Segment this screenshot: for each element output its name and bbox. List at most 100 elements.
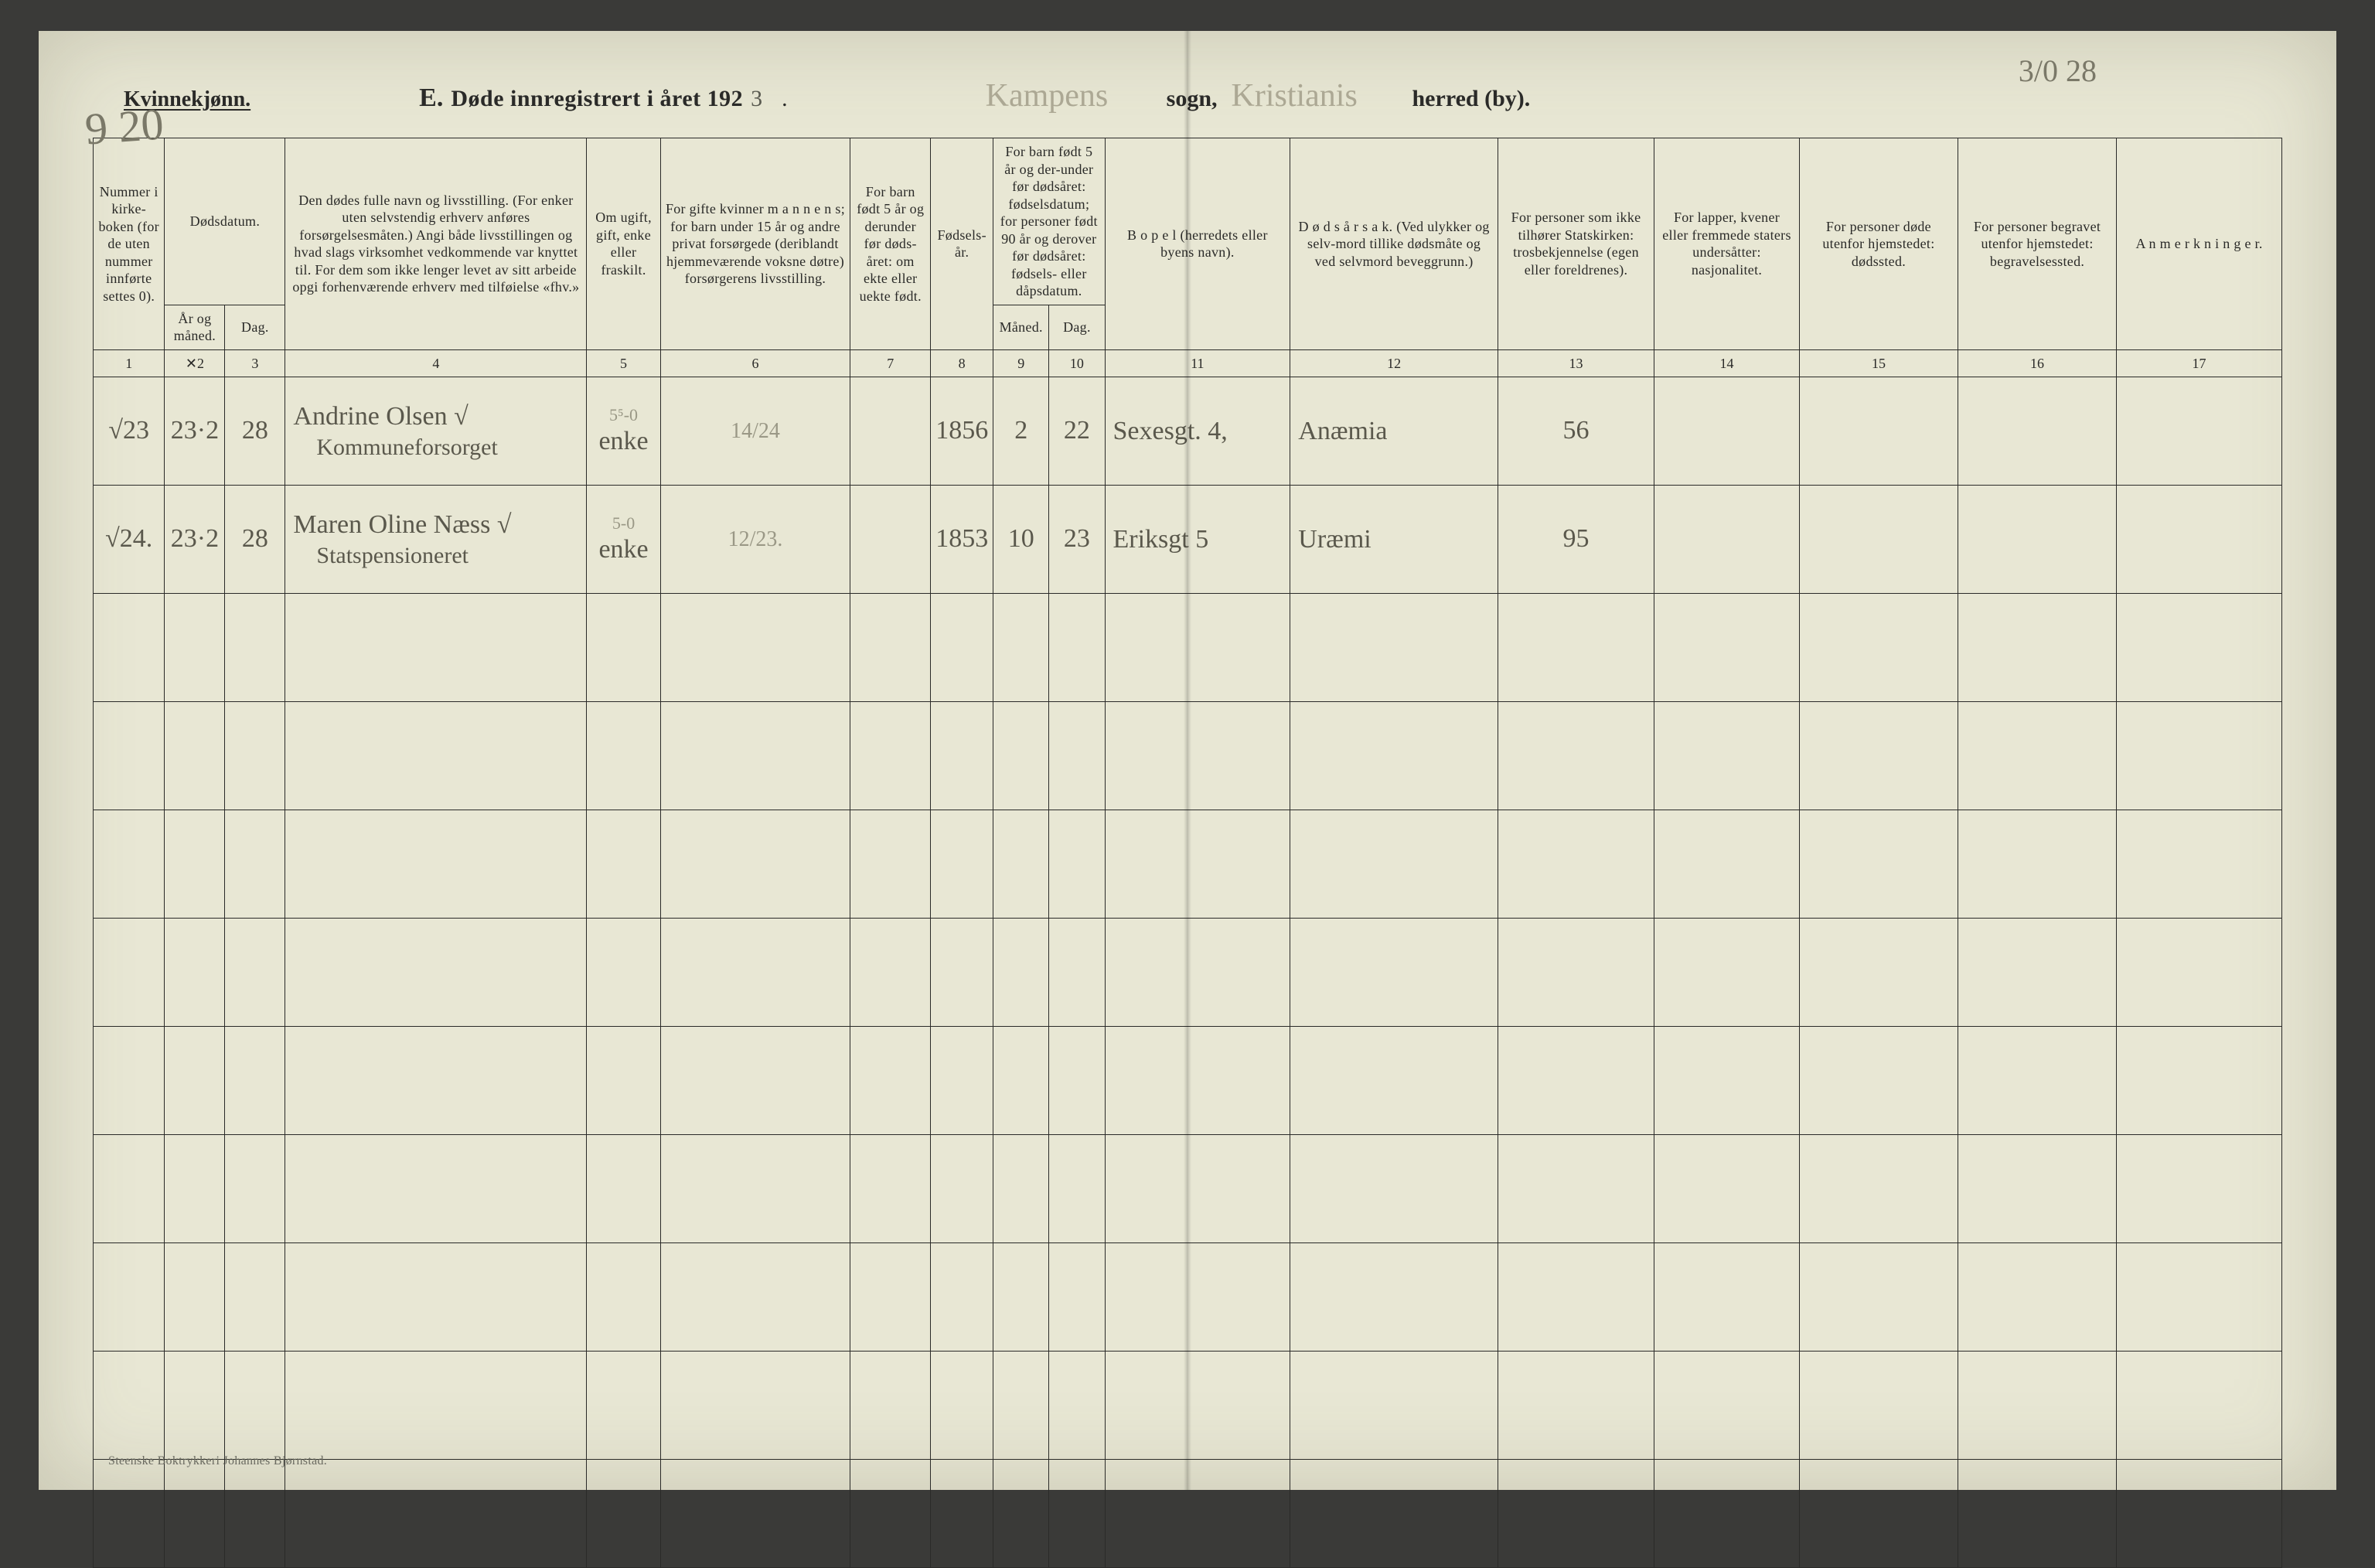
cell [1958, 594, 2117, 702]
cell [94, 1243, 165, 1352]
cell [850, 486, 931, 594]
cell [587, 919, 660, 1027]
cell [1290, 702, 1498, 810]
cell [1049, 1243, 1105, 1352]
cell [587, 1243, 660, 1352]
colnum: 11 [1105, 349, 1290, 377]
col-header-7: For barn født 5 år og derunder før døds-… [850, 138, 931, 350]
ledger-table: Nummer i kirke-boken (for de uten nummer… [93, 138, 2282, 1568]
table-row [94, 594, 2282, 702]
cell [993, 1352, 1049, 1460]
cell [1498, 702, 1654, 810]
cell [1799, 1243, 1958, 1352]
cell: √24. [94, 486, 165, 594]
cell [660, 919, 850, 1027]
cell [1799, 594, 1958, 702]
page-header: 9 20 Kvinnekjønn. E. Døde innregistrert … [93, 77, 2282, 114]
cell [165, 1460, 225, 1568]
cell [285, 919, 587, 1027]
cell: 5-0enke [587, 486, 660, 594]
cell [285, 702, 587, 810]
colnum: 6 [660, 349, 850, 377]
cell: 1853 [931, 486, 993, 594]
col-header-15: For personer døde utenfor hjemstedet: dø… [1799, 138, 1958, 350]
colnum: 5 [587, 349, 660, 377]
table-body: √2323·228Andrine Olsen √Kommuneforsorget… [94, 377, 2282, 594]
cell [165, 1027, 225, 1135]
cell [165, 702, 225, 810]
cell [1290, 810, 1498, 919]
cell [1958, 486, 2117, 594]
cell [1498, 1243, 1654, 1352]
cell [660, 702, 850, 810]
cell [1290, 1243, 1498, 1352]
cell [2117, 594, 2282, 702]
cell [2117, 810, 2282, 919]
table-empty-rows [94, 594, 2282, 1568]
cell [225, 1352, 285, 1460]
colnum: 1 [94, 349, 165, 377]
cell [225, 1243, 285, 1352]
cell [2117, 919, 2282, 1027]
cell [850, 919, 931, 1027]
colnum: 16 [1958, 349, 2117, 377]
colnum: ✕2 [165, 349, 225, 377]
cell [1049, 810, 1105, 919]
cell [993, 1027, 1049, 1135]
cell [993, 919, 1049, 1027]
cell [1958, 1460, 2117, 1568]
col-header-9-group: For barn født 5 år og der-under før døds… [993, 138, 1105, 305]
cell [1958, 919, 2117, 1027]
cell [1498, 1027, 1654, 1135]
cell [993, 594, 1049, 702]
cell [2117, 1027, 2282, 1135]
table-header: Nummer i kirke-boken (for de uten nummer… [94, 138, 2282, 377]
cell [1290, 594, 1498, 702]
cell [2117, 702, 2282, 810]
colnum: 15 [1799, 349, 1958, 377]
cell [850, 594, 931, 702]
table-row [94, 702, 2282, 810]
colnum: 3 [225, 349, 285, 377]
cell [660, 594, 850, 702]
col-header-10: Dag. [1049, 305, 1105, 349]
cell [931, 702, 993, 810]
cell [1958, 377, 2117, 486]
colnum: 17 [2117, 349, 2282, 377]
cell [1654, 1243, 1800, 1352]
cell [2117, 1352, 2282, 1460]
cell: Anæmia [1290, 377, 1498, 486]
cell [1049, 1460, 1105, 1568]
cell [931, 810, 993, 919]
cell [94, 1135, 165, 1243]
page-background: 9 20 Kvinnekjønn. E. Døde innregistrert … [0, 0, 2375, 1536]
table-row [94, 810, 2282, 919]
cell [1958, 1027, 2117, 1135]
cell [94, 594, 165, 702]
col-header-2: År og måned. [165, 305, 225, 349]
table-row [94, 1027, 2282, 1135]
table-row [94, 919, 2282, 1027]
title-period: . [782, 86, 788, 112]
cell [1049, 1027, 1105, 1135]
table-row: √24.23·228Maren Oline Næss √Statspension… [94, 486, 2282, 594]
cell [587, 1135, 660, 1243]
cell [1799, 486, 1958, 594]
cell [993, 1135, 1049, 1243]
cell [225, 702, 285, 810]
cell [1105, 1027, 1290, 1135]
cell [225, 810, 285, 919]
colnum: 12 [1290, 349, 1498, 377]
cell: 22 [1049, 377, 1105, 486]
cell [225, 1460, 285, 1568]
sogn-value: Kampens [986, 77, 1156, 114]
cell [993, 702, 1049, 810]
cell [1290, 1027, 1498, 1135]
cell [1105, 1243, 1290, 1352]
col-header-6: For gifte kvinner m a n n e n s; for bar… [660, 138, 850, 350]
col-header-12: D ø d s å r s a k. (Ved ulykker og selv-… [1290, 138, 1498, 350]
cell: √23 [94, 377, 165, 486]
col-header-14: For lapper, kvener eller fremmede stater… [1654, 138, 1800, 350]
cell: 56 [1498, 377, 1654, 486]
cell [2117, 1135, 2282, 1243]
